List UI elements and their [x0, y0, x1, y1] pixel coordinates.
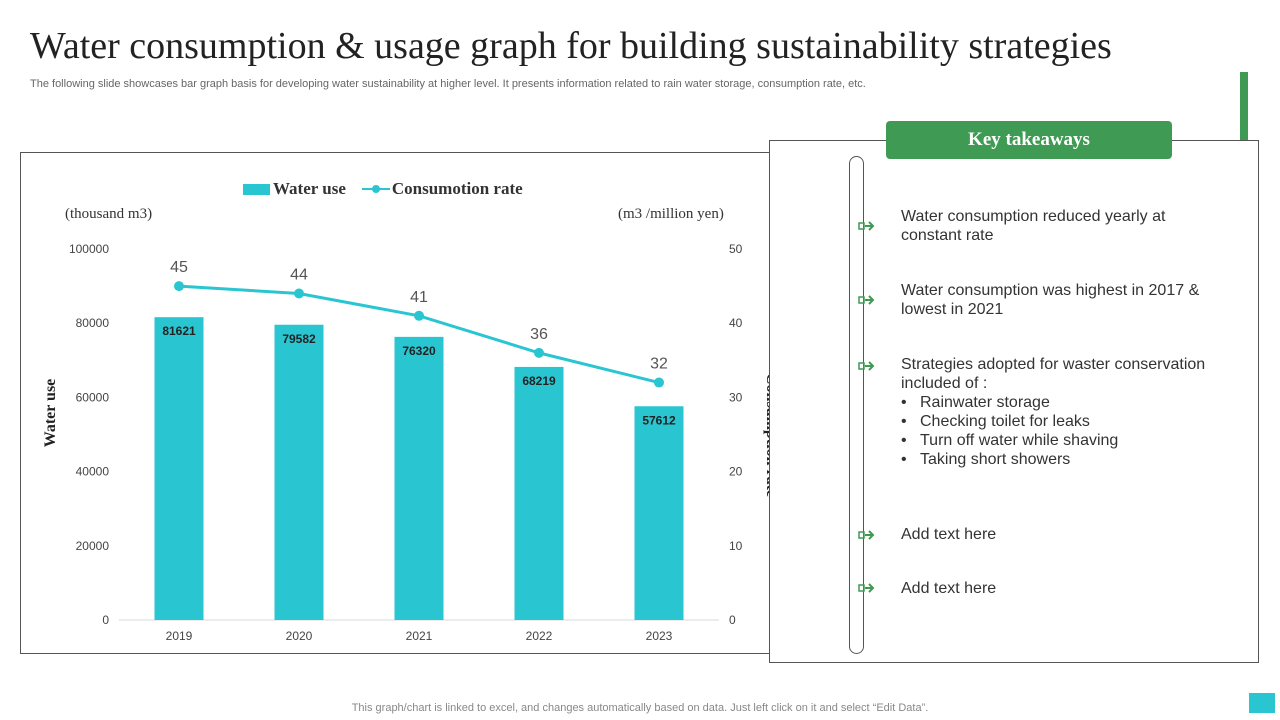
line-value-label: 36 [530, 326, 548, 343]
left-tick-label: 60000 [76, 390, 110, 404]
bar-2021 [394, 336, 444, 620]
takeaway-item: Water consumption reduced yearly at cons… [901, 207, 1221, 245]
takeaways-timeline [849, 156, 864, 654]
takeaway-bullet: Taking short showers [901, 450, 1221, 469]
page-subtitle: The following slide showcases bar graph … [30, 78, 866, 90]
arrow-right-icon [858, 359, 876, 371]
line-point-2021 [414, 310, 424, 321]
legend-line-swatch [361, 185, 390, 193]
takeaway-bullet: Turn off water while shaving [901, 431, 1221, 450]
line-point-2023 [654, 377, 664, 388]
legend-consumption-rate: Consumotion rate [391, 179, 523, 198]
takeaway-text: Water consumption reduced yearly at cons… [901, 208, 1166, 244]
right-tick-label: 10 [729, 539, 743, 553]
page-title: Water consumption & usage graph for buil… [30, 25, 1112, 67]
arrow-right-icon [858, 219, 876, 231]
arrow-right-icon [858, 581, 876, 593]
x-tick-label: 2019 [166, 629, 193, 643]
bar-2023 [634, 406, 684, 620]
chart-container[interactable]: Water use Consumotion rate (thousand m3)… [20, 152, 821, 654]
footer-note: This graph/chart is linked to excel, and… [351, 702, 929, 714]
takeaway-bullet: Rainwater storage [901, 393, 1221, 412]
accent-bar [1240, 72, 1248, 158]
right-tick-label: 0 [729, 613, 736, 627]
line-value-label: 41 [410, 289, 428, 306]
chart-plot: 0 20000 40000 60000 80000 100000 0 10 20 30 40 50 81… [69, 242, 743, 643]
legend-water-use: Water use [273, 179, 346, 198]
takeaway-item: Water consumption was highest in 2017 & … [901, 281, 1221, 319]
right-axis-unit: (m3 /million yen) [618, 206, 724, 222]
takeaway-item: Add text here [901, 525, 1221, 544]
left-tick-label: 20000 [76, 539, 110, 553]
line-point-2020 [294, 288, 304, 299]
line-value-label: 44 [290, 267, 308, 284]
bar-2022 [514, 366, 564, 620]
left-tick-label: 100000 [69, 242, 109, 256]
x-tick-label: 2023 [646, 629, 673, 643]
bar-2019 [154, 317, 204, 620]
bar-value-label: 79582 [282, 332, 316, 346]
x-tick-label: 2020 [286, 629, 313, 643]
bar-2020 [274, 324, 324, 620]
bar-value-label: 57612 [642, 413, 676, 427]
chart-legend: Water use Consumotion rate [243, 179, 523, 199]
takeaway-text: Add text here [901, 580, 997, 597]
bar-value-label: 81621 [162, 324, 196, 338]
bar-value-label: 76320 [402, 344, 436, 358]
right-tick-label: 40 [729, 316, 743, 330]
line-value-label: 32 [650, 356, 668, 373]
left-axis-unit: (thousand m3) [65, 206, 153, 222]
arrow-right-icon [858, 528, 876, 540]
left-tick-label: 40000 [76, 465, 110, 479]
takeaway-item: Add text here [901, 579, 1221, 598]
takeaway-item: Strategies adopted for waster conservati… [901, 355, 1221, 469]
takeaway-bullets: Rainwater storageChecking toilet for lea… [901, 393, 1221, 469]
takeaways-header: Key takeaways [886, 121, 1172, 159]
takeaway-text: Water consumption was highest in 2017 & … [901, 282, 1200, 318]
corner-decoration [1249, 693, 1275, 713]
takeaway-text: Strategies adopted for waster conservati… [901, 356, 1206, 392]
right-tick-label: 30 [729, 390, 743, 404]
legend-bar-swatch [243, 183, 270, 195]
line-point-2019 [174, 281, 184, 292]
right-tick-label: 20 [729, 465, 743, 479]
takeaway-text: Add text here [901, 526, 997, 543]
left-tick-label: 0 [102, 613, 109, 627]
takeaway-bullet: Checking toilet for leaks [901, 412, 1221, 431]
x-tick-label: 2022 [526, 629, 553, 643]
x-tick-label: 2021 [406, 629, 433, 643]
left-tick-label: 80000 [76, 316, 110, 330]
bar-value-label: 68219 [522, 374, 556, 388]
arrow-right-icon [858, 293, 876, 305]
line-value-label: 45 [170, 259, 188, 276]
line-point-2022 [534, 347, 544, 358]
right-tick-label: 50 [729, 242, 743, 256]
